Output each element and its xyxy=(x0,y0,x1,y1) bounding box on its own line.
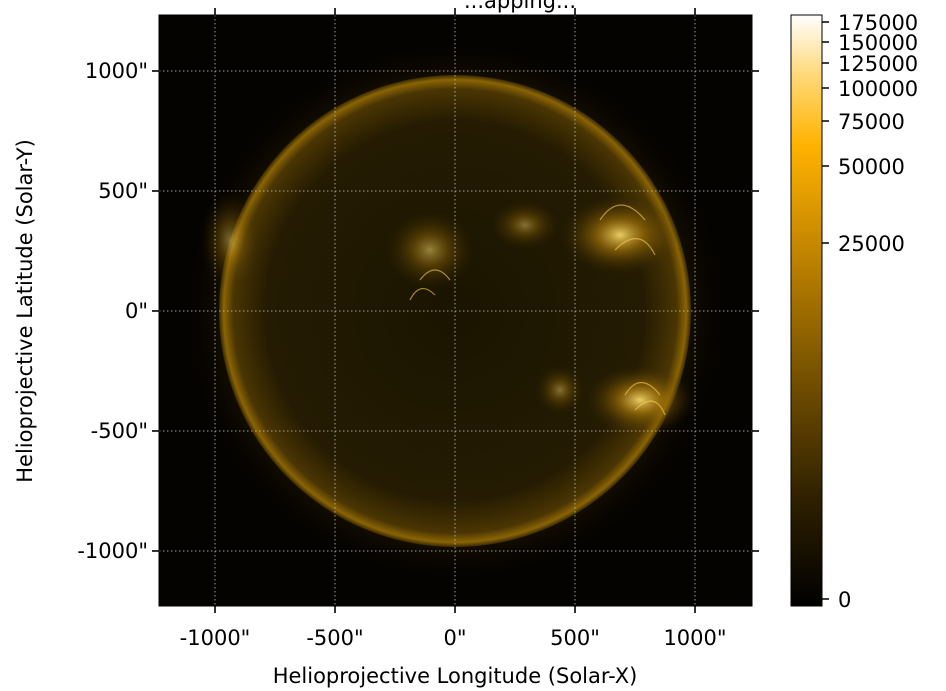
colorbar-label: 0 xyxy=(838,588,851,612)
x-tick-label: -500" xyxy=(306,626,363,650)
colorbar-label: 75000 xyxy=(838,110,905,134)
x-tick-label: 500" xyxy=(550,626,600,650)
colorbar-label: 150000 xyxy=(838,31,918,55)
colorbar-gradient xyxy=(790,14,823,607)
colorbar-label: 175000 xyxy=(838,11,918,35)
active-region-center xyxy=(385,210,475,290)
colorbar-label: 100000 xyxy=(838,77,918,101)
colorbar: 175000 150000 125000 100000 75000 50000 … xyxy=(790,11,918,612)
y-tick-label: 500" xyxy=(98,179,148,203)
limb-region-west xyxy=(200,190,260,290)
active-region-se xyxy=(585,365,695,435)
x-tick-label: 1000" xyxy=(663,626,726,650)
colorbar-label: 50000 xyxy=(838,155,905,179)
coronal-loops xyxy=(409,204,666,416)
grid-lines xyxy=(159,15,752,606)
x-tick-labels: -1000" -500" 0" 500" 1000" xyxy=(180,626,727,650)
y-tick-label: -1000" xyxy=(77,539,148,563)
solar-image-panel xyxy=(159,15,752,606)
active-region-south xyxy=(535,365,585,415)
y-tick-label: -500" xyxy=(91,419,148,443)
y-tick-label: 1000" xyxy=(85,59,148,83)
x-axis-title: Helioprojective Longitude (Solar-X) xyxy=(273,664,638,688)
plot-title: ...apping... xyxy=(464,0,576,13)
y-tick-labels: 1000" 500" 0" -500" -1000" xyxy=(77,59,148,563)
colorbar-ticks xyxy=(822,21,829,600)
x-tick-label: -1000" xyxy=(180,626,251,650)
colorbar-label: 25000 xyxy=(838,232,905,256)
y-tick-label: 0" xyxy=(125,299,148,323)
x-tick-label: 0" xyxy=(443,626,466,650)
active-region-ne xyxy=(560,195,680,275)
axis-ticks xyxy=(152,8,759,613)
colorbar-label: 125000 xyxy=(838,52,918,76)
y-axis-title: Helioprojective Latitude (Solar-Y) xyxy=(13,139,37,483)
active-region-north xyxy=(490,200,560,250)
